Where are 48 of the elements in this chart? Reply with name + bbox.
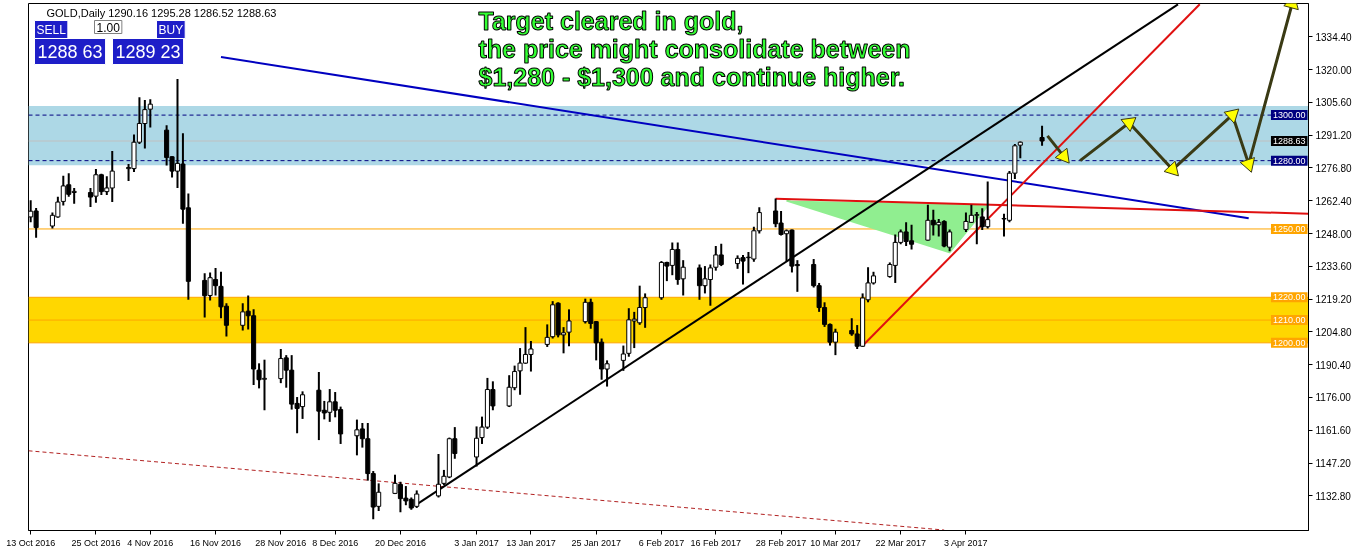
y-tick-label: 1176.00 <box>1315 392 1352 404</box>
y-tick-label: 1291.20 <box>1315 130 1353 142</box>
x-tick-label: 10 Mar 2017 <box>810 537 861 548</box>
x-tick-label: 6 Feb 2017 <box>638 537 685 548</box>
ref-line-label: 1200.00 <box>1272 337 1306 348</box>
y-tick-label: 1204.80 <box>1315 326 1353 338</box>
y-tick-label: 1161.60 <box>1315 425 1352 437</box>
annotation: 1.00 <box>96 20 121 35</box>
x-tick-label: 13 Jan 2017 <box>506 537 556 548</box>
ref-line-label: 1250.00 <box>1272 223 1306 234</box>
candlestick <box>435 452 442 499</box>
ref-line-label: 1300.00 <box>1272 110 1306 121</box>
x-tick-label: 4 Nov 2016 <box>127 537 174 548</box>
x-tick-label: 28 Nov 2016 <box>255 537 307 548</box>
y-tick-label: 1305.60 <box>1315 97 1353 109</box>
y-tick-label: 1248.00 <box>1315 228 1353 240</box>
x-tick-label: 13 Oct 2016 <box>6 537 56 548</box>
x-tick-label: 22 Mar 2017 <box>875 537 926 548</box>
x-tick-label: 16 Feb 2017 <box>690 537 742 548</box>
candlestick <box>544 323 550 348</box>
x-tick-label: 25 Oct 2016 <box>71 537 121 548</box>
y-tick-label: 1320.00 <box>1315 64 1353 76</box>
y-tick-label: 1132.80 <box>1315 490 1352 502</box>
annotation: 1288 63 <box>37 41 103 62</box>
x-tick-label: 3 Apr 2017 <box>943 537 988 548</box>
x-tick-label: 8 Dec 2016 <box>312 537 359 548</box>
y-tick-label: 1190.40 <box>1315 359 1352 371</box>
ref-line-label: 1288.63 <box>1272 135 1306 146</box>
ref-line-label: 1280.00 <box>1272 155 1306 166</box>
y-tick-label: 1276.80 <box>1315 162 1353 174</box>
x-tick-label: 28 Feb 2017 <box>755 537 807 548</box>
ref-line-label: 1220.00 <box>1272 292 1306 303</box>
y-tick-label: 1219.20 <box>1315 294 1353 306</box>
x-tick-label: 20 Dec 2016 <box>374 537 426 548</box>
annotation: 1289 23 <box>115 41 181 62</box>
y-tick-label: 1147.20 <box>1315 458 1352 470</box>
annotation: SELL <box>36 22 67 37</box>
chart-title: GOLD,Daily 1290.16 1295.28 1286.52 1288.63 <box>46 6 277 19</box>
x-tick-label: 16 Nov 2016 <box>190 537 242 548</box>
y-tick-label: 1334.40 <box>1315 31 1353 43</box>
x-tick-label: 25 Jan 2017 <box>571 537 621 548</box>
x-tick-label: 3 Jan 2017 <box>454 537 499 548</box>
y-tick-label: 1262.40 <box>1315 195 1353 207</box>
candlestick <box>1039 124 1045 147</box>
y-tick-label: 1233.60 <box>1315 261 1353 273</box>
ref-line-label: 1210.00 <box>1272 315 1306 326</box>
annotation: Target cleared in gold, the price might consolidate between $1,280 - $1,300 and continue higher. <box>478 6 911 91</box>
annotation: BUY <box>158 22 184 37</box>
